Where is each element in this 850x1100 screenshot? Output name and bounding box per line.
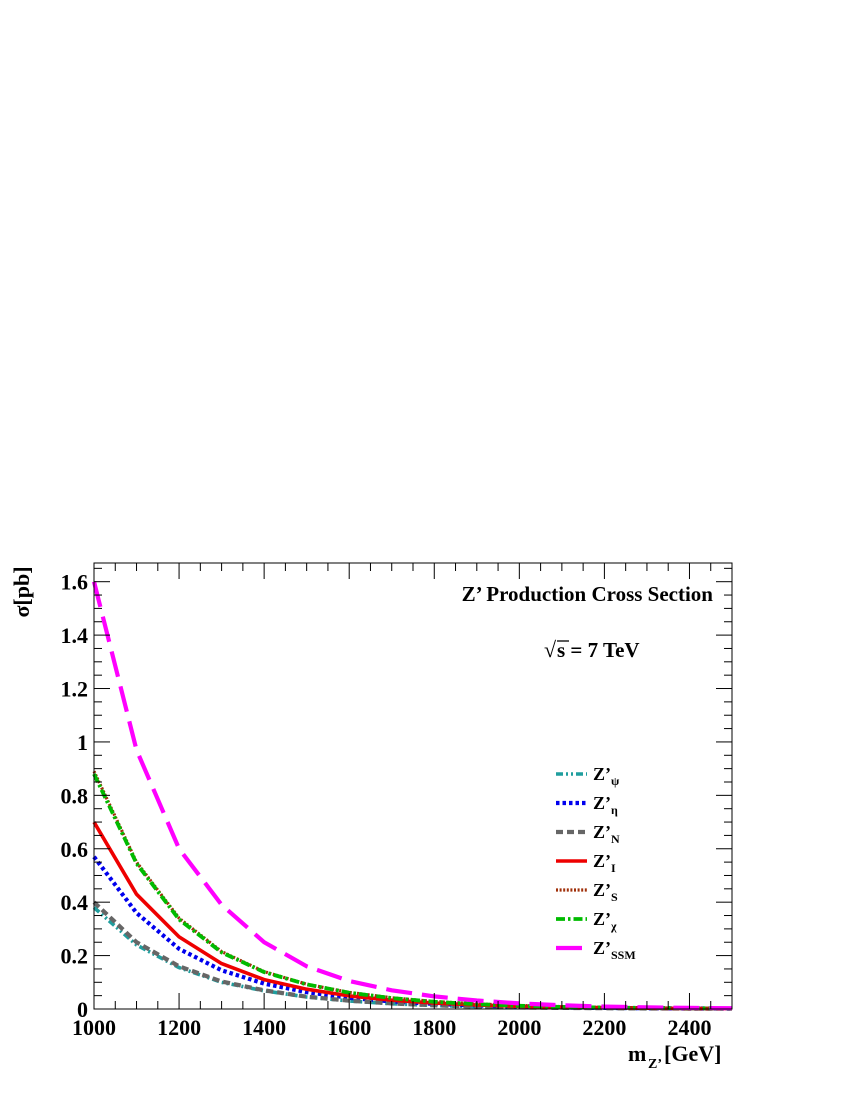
legend-label-sub: χ xyxy=(610,919,617,933)
legend-label-sub: I xyxy=(611,861,616,875)
tick-layer xyxy=(93,563,733,1010)
x-tick-label: 1800 xyxy=(412,1015,456,1040)
x-tick-label: 1000 xyxy=(72,1015,116,1040)
x-axis-label-sub: Z’ xyxy=(648,1057,662,1072)
y-axis-label: σ[pb] xyxy=(9,566,34,617)
chart-title: Z’ Production Cross Section xyxy=(462,582,714,606)
legend-label-sub: SSM xyxy=(611,948,636,962)
legend-label-sub: N xyxy=(611,832,620,846)
tick-label-layer: 1000 1200 1400 1600 1800 2000 2200 2400 0 0.2 0.4 0… xyxy=(61,570,712,1040)
legend-label-sub: ψ xyxy=(611,774,620,788)
y-tick-label: 0.4 xyxy=(61,890,89,915)
y-tick-label: 0.2 xyxy=(61,944,89,969)
x-tick-label: 1200 xyxy=(157,1015,201,1040)
x-tick-label: 2000 xyxy=(497,1015,541,1040)
x-axis-label-main: m xyxy=(628,1041,646,1066)
x-axis-label-unit: [GeV] xyxy=(664,1041,721,1066)
sqrt-symbol: √ xyxy=(544,637,557,662)
y-tick-label: 0.6 xyxy=(61,837,89,862)
x-axis-label: m Z’ [GeV] xyxy=(628,1041,721,1072)
legend-label-i: Z’I xyxy=(593,851,616,875)
x-tick-label: 1400 xyxy=(242,1015,286,1040)
y-tick-label: 0 xyxy=(77,997,88,1022)
x-tick-label: 1600 xyxy=(327,1015,371,1040)
energy-annotation: √ s = 7 TeV xyxy=(544,637,640,662)
y-tick-label: 1.6 xyxy=(61,570,89,595)
y-tick-label: 1.4 xyxy=(61,623,89,648)
x-tick-label: 2200 xyxy=(582,1015,626,1040)
legend-label-sub: η xyxy=(611,803,618,817)
energy-text: s = 7 TeV xyxy=(557,638,640,662)
y-tick-label: 0.8 xyxy=(61,783,89,808)
x-tick-label: 2400 xyxy=(667,1015,711,1040)
legend-label-sub: S xyxy=(611,890,618,904)
y-tick-label: 1 xyxy=(77,730,88,755)
y-tick-label: 1.2 xyxy=(61,677,89,702)
